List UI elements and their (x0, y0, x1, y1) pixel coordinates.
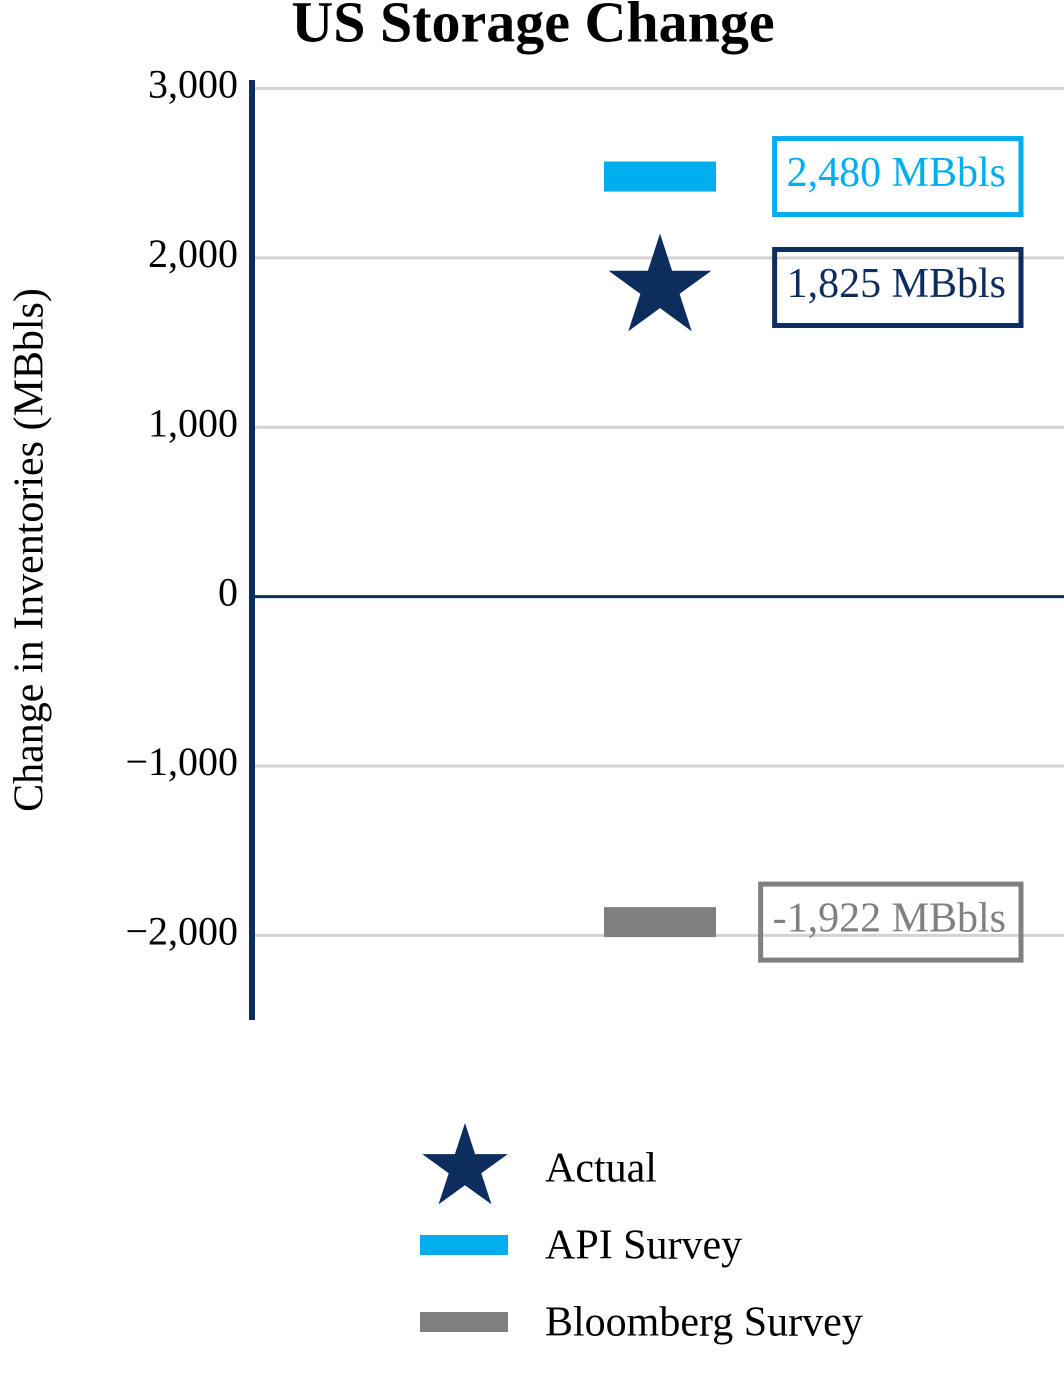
value-label-box (772, 246, 1024, 328)
y-tick-label: −1,000 (125, 739, 238, 784)
bar-marker (604, 907, 716, 938)
y-tick-label: 0 (218, 570, 238, 615)
value-label: 1,825 MBbls (787, 261, 1006, 307)
value-label: 2,480 MBbls (787, 150, 1006, 196)
bar-marker (604, 161, 716, 192)
value-label-box (758, 881, 1024, 963)
y-tick-label: 1,000 (148, 400, 238, 445)
legend-star (422, 1123, 508, 1205)
y-tick-label: 2,000 (148, 231, 238, 276)
value-label-box (772, 136, 1024, 218)
legend-label: API Survey (545, 1223, 742, 1269)
legend-bar (420, 1235, 508, 1255)
y-tick-label: 3,000 (148, 62, 238, 107)
legend-bar (420, 1312, 508, 1332)
value-label: -1,922 MBbls (773, 896, 1006, 942)
legend-label: Actual (545, 1146, 657, 1192)
y-axis-label: Change in Inventories (MBbls) (7, 288, 53, 812)
y-tick-label: −2,000 (125, 908, 238, 953)
chart-title: US Storage Change (291, 0, 774, 54)
legend-label: Bloomberg Survey (545, 1300, 863, 1346)
star-marker (608, 233, 712, 332)
